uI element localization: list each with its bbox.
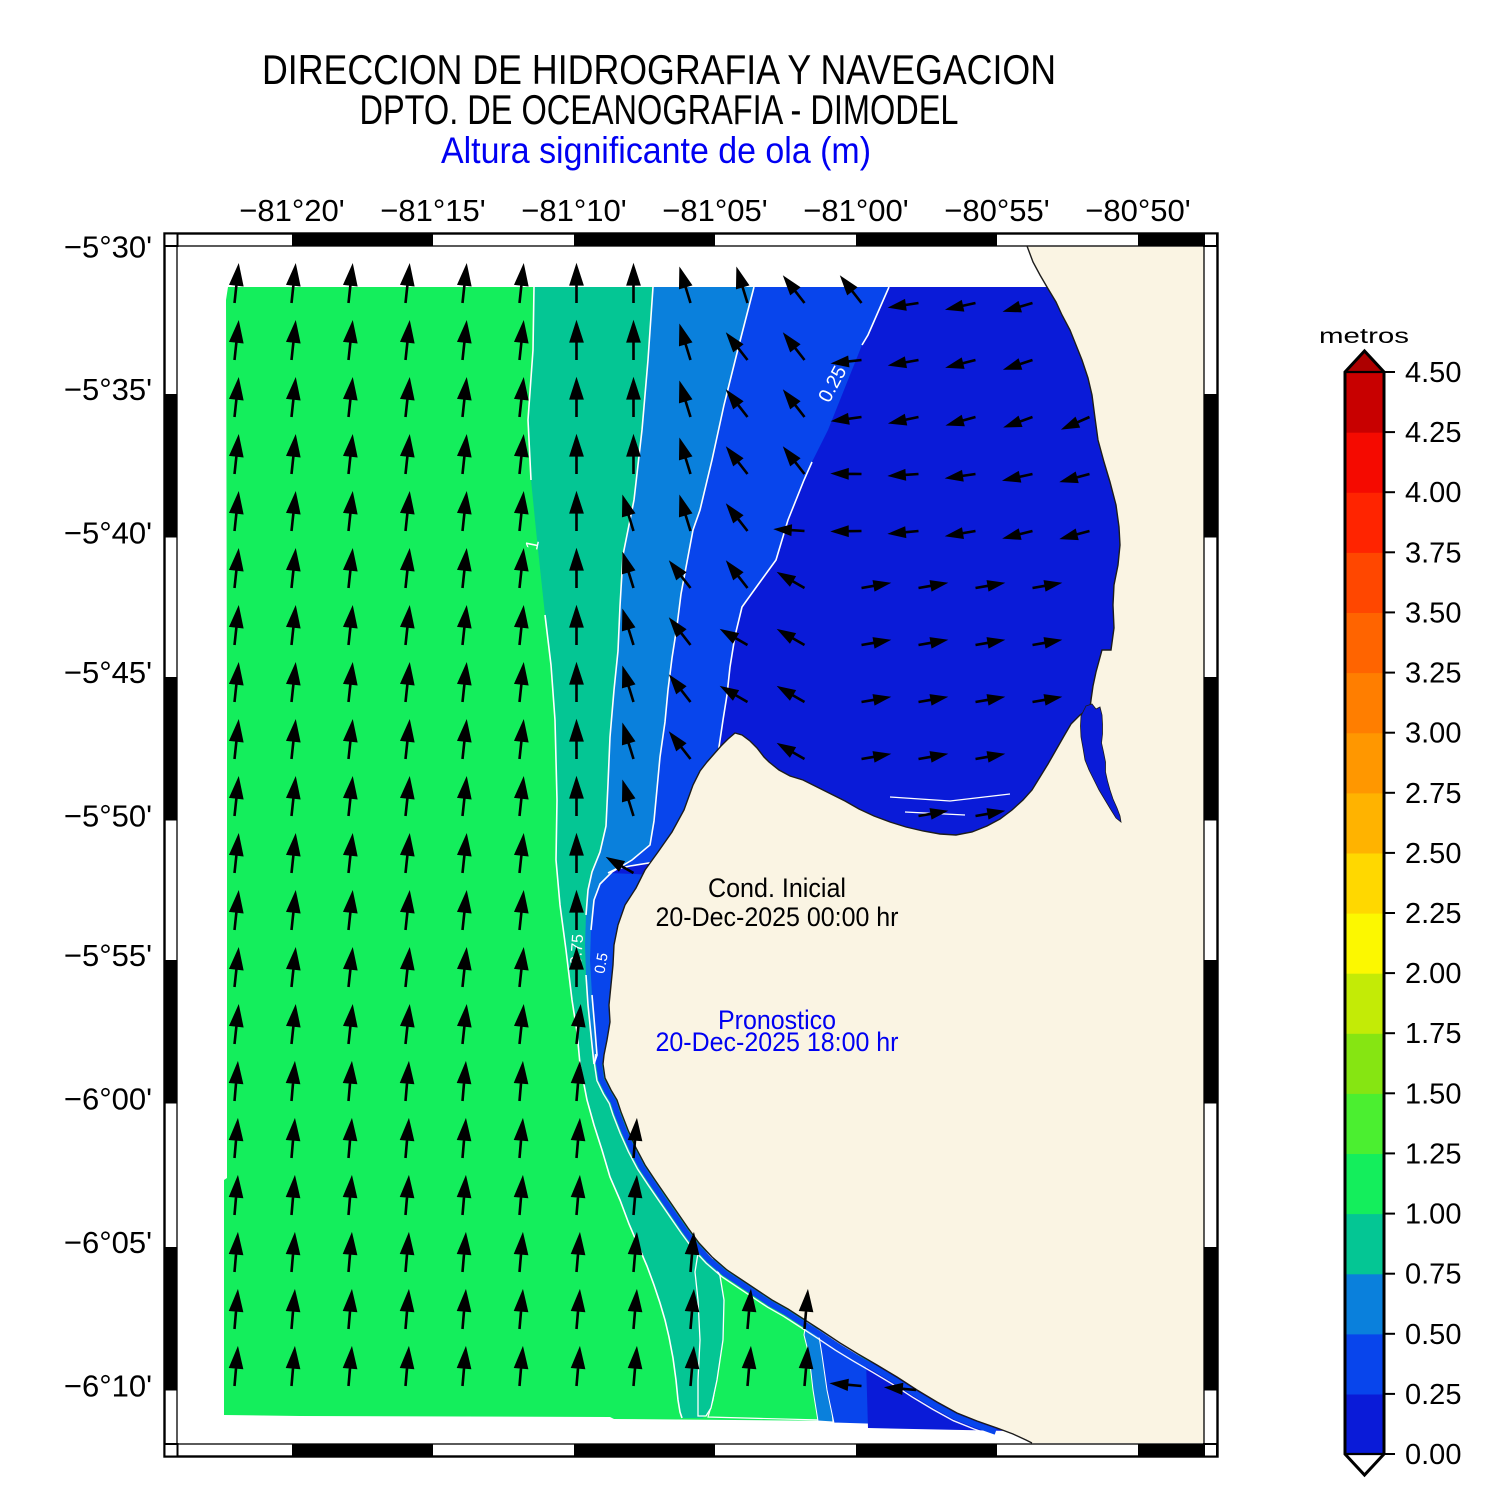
svg-text:Cond. Inicial: Cond. Inicial (708, 873, 846, 903)
svg-text:−81°10': −81°10' (521, 193, 626, 228)
svg-text:DPTO. DE OCEANOGRAFIA - DIMODE: DPTO. DE OCEANOGRAFIA - DIMODEL (360, 86, 959, 133)
svg-text:2.50: 2.50 (1405, 838, 1461, 870)
svg-text:4.00: 4.00 (1405, 477, 1461, 509)
svg-text:metros: metros (1319, 324, 1409, 348)
svg-text:4.25: 4.25 (1405, 417, 1461, 449)
svg-text:20-Dec-2025 18:00 hr: 20-Dec-2025 18:00 hr (656, 1027, 899, 1057)
svg-text:−81°00': −81°00' (803, 193, 908, 228)
svg-text:3.75: 3.75 (1405, 537, 1461, 569)
svg-text:1.00: 1.00 (1405, 1199, 1461, 1231)
svg-text:3.00: 3.00 (1405, 718, 1461, 750)
svg-text:−5°40': −5°40' (64, 516, 152, 551)
svg-text:−81°15': −81°15' (380, 193, 485, 228)
svg-text:0.75: 0.75 (568, 933, 587, 965)
svg-text:3.50: 3.50 (1405, 597, 1461, 629)
svg-text:−80°50': −80°50' (1085, 193, 1190, 228)
svg-text:1.75: 1.75 (1405, 1018, 1461, 1050)
svg-text:0.75: 0.75 (1405, 1259, 1461, 1291)
svg-text:0.00: 0.00 (1405, 1439, 1461, 1471)
svg-text:−5°35': −5°35' (64, 372, 152, 407)
svg-text:Pronostico: Pronostico (718, 1005, 836, 1035)
svg-text:0.5: 0.5 (591, 951, 611, 974)
svg-text:−81°05': −81°05' (662, 193, 767, 228)
svg-text:Altura significante de ola (m): Altura significante de ola (m) (441, 130, 871, 171)
svg-text:−6°10': −6°10' (64, 1369, 152, 1404)
svg-text:−5°55': −5°55' (64, 938, 152, 973)
svg-text:3.25: 3.25 (1405, 658, 1461, 690)
svg-text:−5°50': −5°50' (64, 799, 152, 834)
svg-text:−80°55': −80°55' (944, 193, 1049, 228)
svg-text:2.25: 2.25 (1405, 898, 1461, 930)
svg-text:DIRECCION DE HIDROGRAFIA Y NAV: DIRECCION DE HIDROGRAFIA Y NAVEGACION (262, 46, 1056, 93)
svg-text:4.50: 4.50 (1405, 357, 1461, 389)
svg-text:0.50: 0.50 (1405, 1319, 1461, 1351)
svg-text:−6°05': −6°05' (64, 1225, 152, 1260)
svg-text:20-Dec-2025 00:00 hr: 20-Dec-2025 00:00 hr (656, 902, 899, 932)
svg-text:0.25: 0.25 (1405, 1379, 1461, 1411)
svg-text:1.50: 1.50 (1405, 1078, 1461, 1110)
svg-text:−6°00': −6°00' (64, 1082, 152, 1117)
svg-text:2.75: 2.75 (1405, 778, 1461, 810)
svg-text:1.25: 1.25 (1405, 1138, 1461, 1170)
svg-text:1: 1 (521, 538, 543, 552)
svg-text:2.00: 2.00 (1405, 958, 1461, 990)
svg-text:−5°45': −5°45' (64, 655, 152, 690)
svg-text:−5°30': −5°30' (64, 230, 152, 265)
svg-text:−81°20': −81°20' (239, 193, 344, 228)
